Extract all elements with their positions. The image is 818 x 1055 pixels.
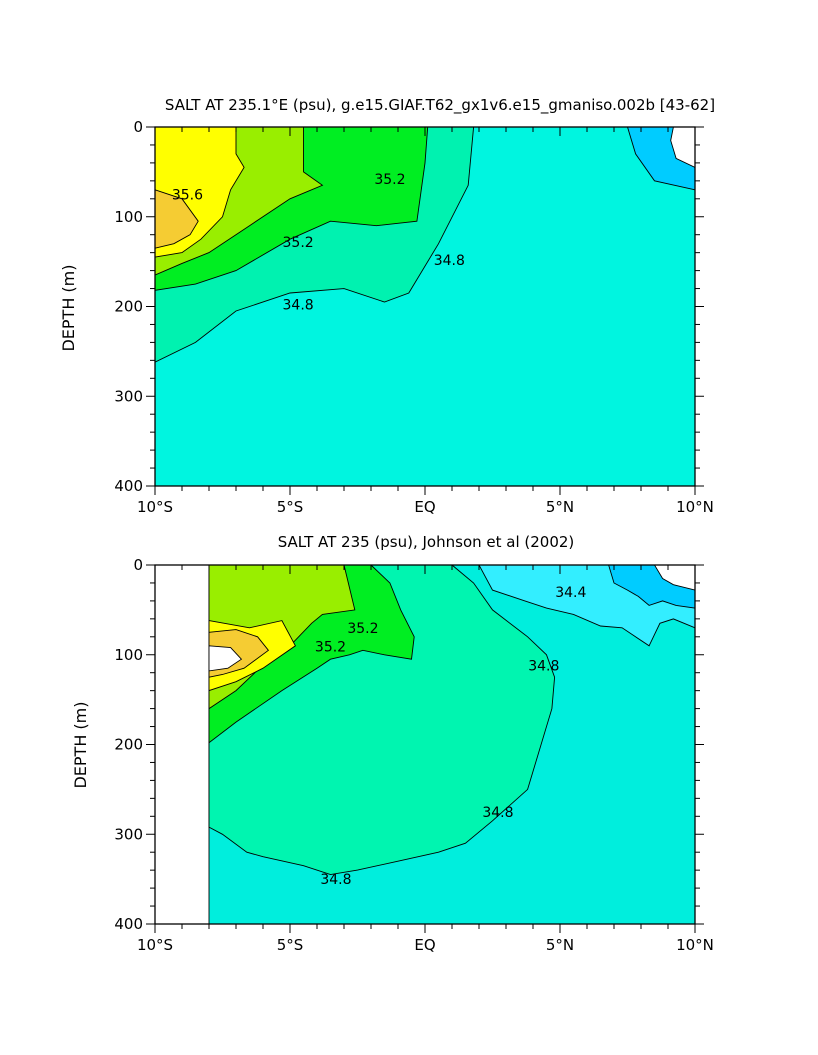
x-tick-label: 5°N (546, 498, 574, 516)
chart-title: SALT AT 235 (psu), Johnson et al (2002) (278, 533, 575, 551)
x-tick-label: 10°N (676, 498, 714, 516)
contour-label: 35.2 (347, 621, 378, 637)
contour-fill-group (154, 126, 696, 487)
y-axis-label: DEPTH (m) (71, 701, 90, 788)
y-tick-label: 200 (114, 298, 143, 316)
contour-label: 34.8 (482, 805, 513, 821)
contour-label: 34.8 (283, 298, 314, 314)
y-tick-label: 300 (114, 387, 143, 405)
x-tick-label: 5°S (277, 936, 304, 954)
contour-label: 35.2 (283, 235, 314, 251)
y-tick-label: 0 (133, 118, 143, 136)
y-tick-label: 300 (114, 825, 143, 843)
y-tick-label: 200 (114, 736, 143, 754)
x-tick-label: EQ (414, 498, 435, 516)
x-tick-label: EQ (414, 936, 435, 954)
contour-fill-group (208, 564, 696, 925)
contour-label: 34.8 (320, 872, 351, 888)
y-tick-label: 400 (114, 915, 143, 933)
contour-label: 35.2 (374, 172, 405, 188)
contour-label: 34.8 (434, 253, 465, 269)
contour-band (208, 645, 243, 672)
y-tick-label: 400 (114, 477, 143, 495)
x-tick-label: 10°S (137, 936, 173, 954)
contour-label: 34.8 (528, 659, 559, 675)
contour-label: 34.4 (555, 585, 586, 601)
x-tick-label: 10°N (676, 936, 714, 954)
chart-title: SALT AT 235.1°E (psu), g.e15.GIAF.T62_gx… (165, 96, 715, 115)
contour-label: 35.6 (172, 187, 203, 203)
x-tick-label: 5°S (277, 498, 304, 516)
observed-salinity-panel: SALT AT 235 (psu), Johnson et al (2002) … (71, 533, 714, 954)
x-tick-label: 5°N (546, 936, 574, 954)
x-tick-label: 10°S (137, 498, 173, 516)
y-tick-label: 100 (114, 208, 143, 226)
y-tick-label: 100 (114, 646, 143, 664)
contour-label: 35.2 (315, 640, 346, 656)
y-tick-label: 0 (133, 556, 143, 574)
model-salinity-panel: SALT AT 235.1°E (psu), g.e15.GIAF.T62_gx… (59, 96, 715, 516)
y-axis-label: DEPTH (m) (59, 264, 78, 351)
